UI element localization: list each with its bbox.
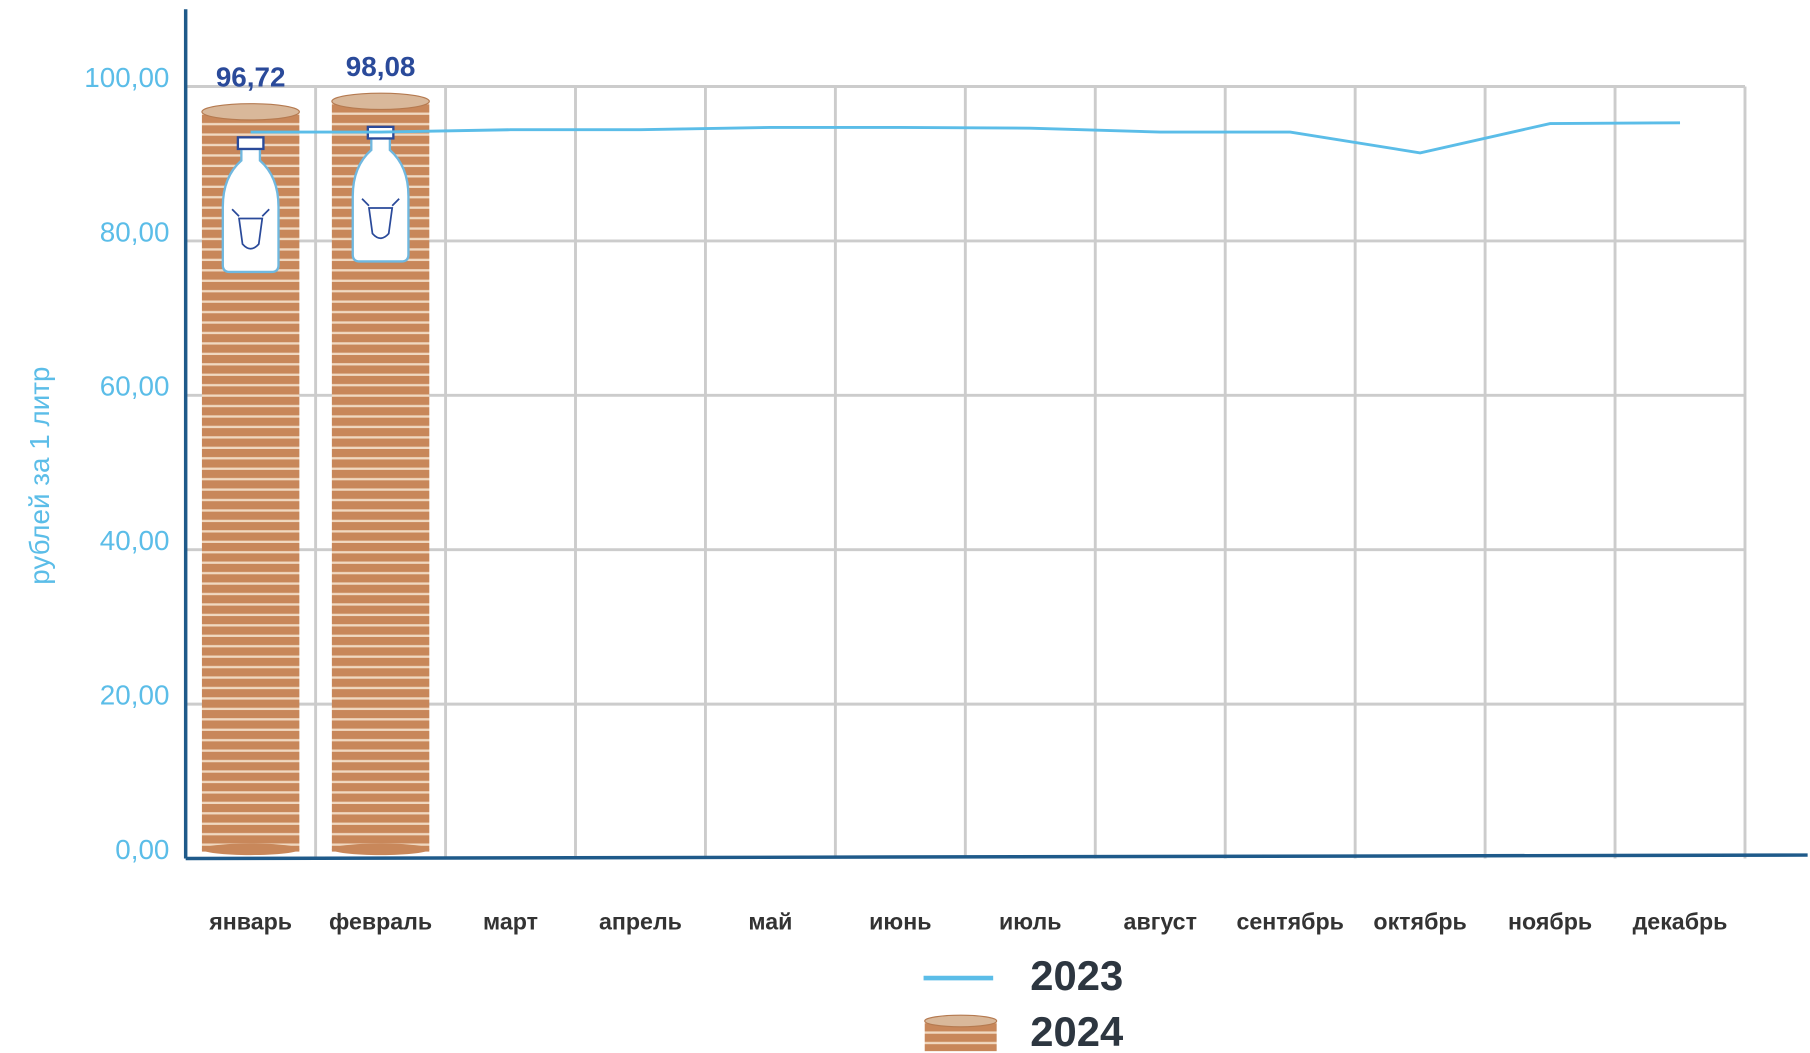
x-tick-label: декабрь bbox=[1633, 909, 1728, 935]
value-label: 98,08 bbox=[346, 51, 416, 82]
value-label: 96,72 bbox=[216, 62, 286, 93]
x-tick-label: июль bbox=[999, 909, 1061, 935]
y-tick-label: 20,00 bbox=[100, 680, 170, 711]
legend-label: 2023 bbox=[1030, 952, 1123, 999]
x-tick-label: апрель bbox=[599, 909, 682, 935]
y-tick-label: 40,00 bbox=[100, 525, 170, 556]
x-tick-label: август bbox=[1124, 909, 1197, 935]
x-tick-label: ноябрь bbox=[1508, 909, 1592, 935]
y-axis-label: рублей за 1 литр bbox=[24, 367, 55, 585]
cow-icon bbox=[361, 198, 400, 240]
y-tick-label: 60,00 bbox=[100, 371, 170, 402]
x-tick-label: февраль bbox=[329, 909, 432, 935]
x-tick-label: март bbox=[483, 909, 538, 935]
y-tick-label: 100,00 bbox=[84, 62, 169, 93]
legend-coin-top bbox=[924, 1014, 998, 1028]
coin-bottom bbox=[331, 843, 430, 856]
x-tick-label: январь bbox=[208, 909, 292, 935]
x-tick-label: июнь bbox=[869, 909, 931, 935]
bottle-icon bbox=[351, 137, 410, 263]
x-axis bbox=[185, 853, 1808, 861]
line-2023 bbox=[250, 121, 1681, 155]
coin-stack bbox=[331, 92, 430, 856]
coin-top bbox=[331, 92, 430, 111]
x-tick-label: октябрь bbox=[1373, 909, 1466, 935]
coin-bottom bbox=[201, 843, 300, 856]
legend-label: 2024 bbox=[1030, 1008, 1123, 1053]
bottle-cap bbox=[236, 136, 265, 151]
x-tick-label: май bbox=[748, 909, 792, 935]
coin-top bbox=[201, 103, 300, 121]
x-tick-label: сентябрь bbox=[1236, 909, 1343, 935]
y-tick-label: 0,00 bbox=[115, 834, 169, 865]
y-tick-label: 80,00 bbox=[100, 216, 170, 247]
coin-stack bbox=[201, 103, 300, 856]
cow-icon bbox=[231, 208, 270, 250]
bottle-icon bbox=[221, 147, 280, 274]
